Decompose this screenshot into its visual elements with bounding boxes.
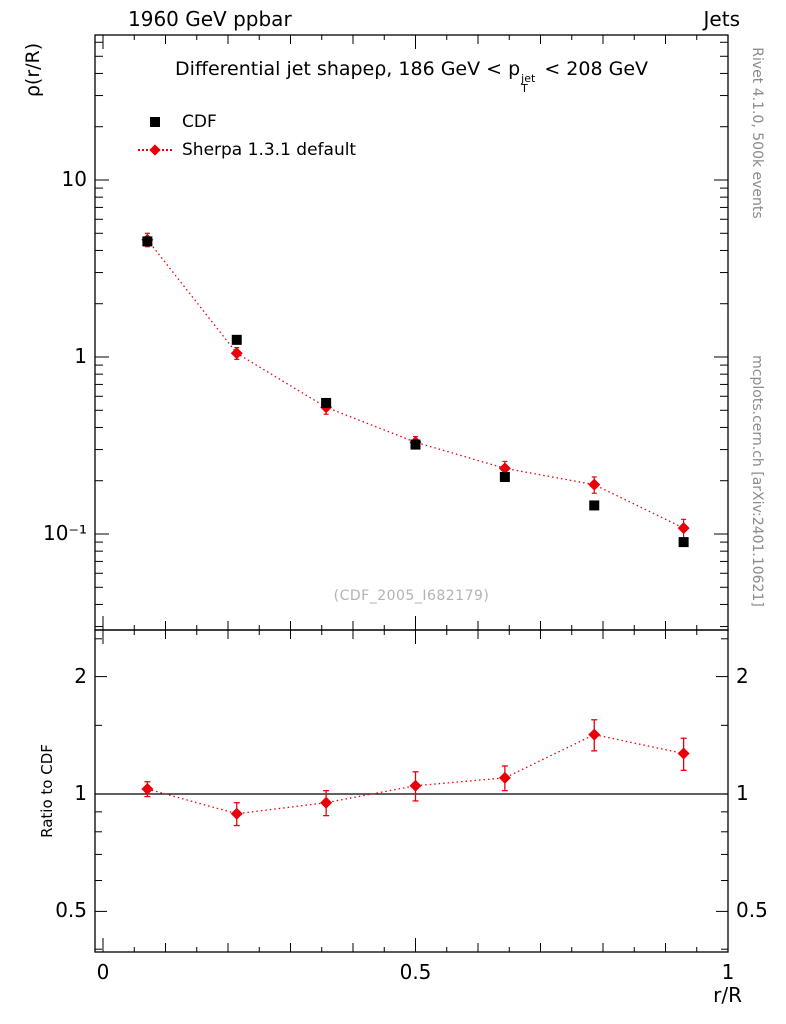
ratio-y-tick-label-left: 0.5 xyxy=(55,898,87,923)
legend-label-sherpa: Sherpa 1.3.1 default xyxy=(182,140,357,160)
sherpa-series-ratio xyxy=(141,719,690,827)
pt-subscript: T xyxy=(521,82,528,95)
x-tick-label: 0 xyxy=(96,960,110,984)
rivet-version-note: Rivet 4.1.0, 500k events xyxy=(749,47,765,219)
legend-label-cdf: CDF xyxy=(182,112,217,132)
main-y-tick-label: 1 xyxy=(74,343,87,368)
legend-item-cdf: CDF xyxy=(138,108,356,136)
header-observable-group: Jets xyxy=(703,7,740,31)
x-tick-label: 0.5 xyxy=(399,960,432,984)
x-axis-label: r/R xyxy=(713,983,742,1007)
x-tick-label: 1 xyxy=(721,960,735,984)
panel-frames xyxy=(94,34,729,953)
legend-item-sherpa: Sherpa 1.3.1 default xyxy=(138,136,356,164)
ratio-y-tick-label-left: 2 xyxy=(74,663,87,688)
sherpa-marker xyxy=(138,143,172,157)
pt-jet-symbol: jet T xyxy=(521,72,536,95)
pt-superscript: jet xyxy=(521,72,536,85)
plot-title: Differential jet shapeρ, 186 GeV < p jet T… xyxy=(95,58,728,94)
ratio-y-tick-label-left: 1 xyxy=(74,780,87,805)
main-y-tick-label: 10 xyxy=(61,166,87,191)
analysis-id-watermark: (CDF_2005_I682179) xyxy=(333,588,490,604)
main-y-tick-label: 10⁻¹ xyxy=(42,520,87,545)
square-marker-icon xyxy=(150,117,160,127)
legend: CDF Sherpa 1.3.1 default xyxy=(138,108,356,164)
mcplots-reference-note: mcplots.cern.ch [arXiv:2401.10621] xyxy=(749,355,765,607)
cdf-series-main xyxy=(142,236,689,548)
y-axis-label-main: ρ(r/R) xyxy=(22,42,44,98)
x-axis-ticks xyxy=(102,35,729,952)
y-axis-label-ratio: Ratio to CDF xyxy=(38,744,56,838)
ratio-y-tick-label-right: 0.5 xyxy=(736,898,768,923)
sherpa-series-main xyxy=(141,232,690,539)
plot-title-text-2: < 208 GeV xyxy=(538,58,649,80)
main-y-ticks xyxy=(95,41,728,628)
ratio-y-tick-label-right: 2 xyxy=(736,663,749,688)
plot-title-text-1: Differential jet shapeρ, 186 GeV < p xyxy=(174,58,521,80)
header-beam-energy: 1960 GeV ppbar xyxy=(128,7,292,31)
diamond-marker-icon xyxy=(149,144,161,156)
ratio-y-tick-label-right: 1 xyxy=(736,780,749,805)
cdf-marker xyxy=(138,115,172,129)
